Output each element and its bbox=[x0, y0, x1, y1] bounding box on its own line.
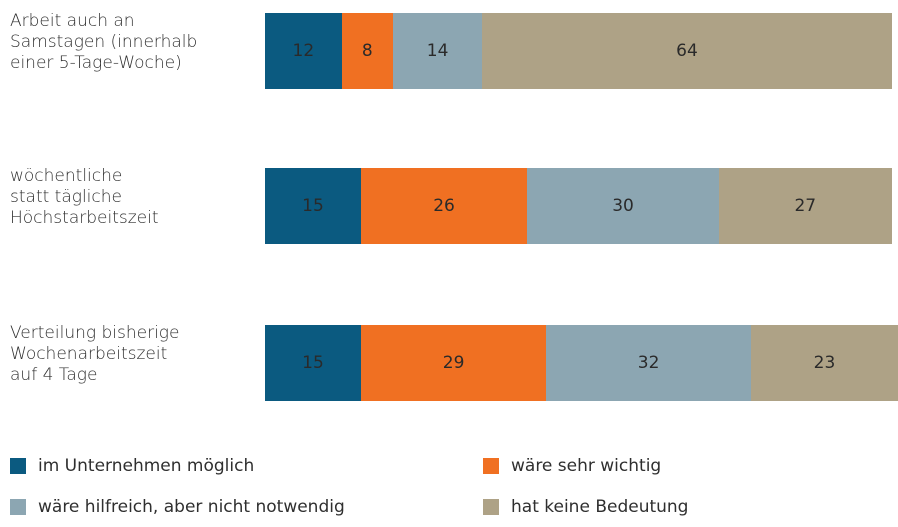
legend-swatch bbox=[483, 499, 499, 515]
category-label: wöchentliche statt tägliche Höchstarbeit… bbox=[10, 166, 159, 228]
bar-segment: 8 bbox=[341, 13, 393, 89]
value-label: 27 bbox=[794, 196, 817, 216]
value-label: 26 bbox=[433, 196, 455, 216]
bar-segment: 12 bbox=[265, 13, 342, 89]
bar-segment: 15 bbox=[265, 325, 361, 401]
legend-label: wäre hilfreich, aber nicht notwendig bbox=[38, 497, 345, 517]
value-label: 12 bbox=[292, 41, 315, 61]
bar-segment: 27 bbox=[718, 168, 892, 244]
value-label: 14 bbox=[426, 41, 449, 61]
legend-swatch bbox=[10, 499, 26, 515]
value-label: 30 bbox=[612, 196, 634, 216]
legend-swatch bbox=[10, 458, 26, 474]
value-label: 15 bbox=[302, 196, 324, 216]
value-label: 32 bbox=[637, 353, 660, 373]
bar-segment: 64 bbox=[482, 13, 892, 89]
legend-swatch bbox=[483, 458, 499, 474]
bar-segment: 32 bbox=[546, 325, 751, 401]
legend-label: im Unternehmen möglich bbox=[38, 456, 255, 476]
legend-label: wäre sehr wichtig bbox=[511, 456, 662, 476]
bar-segment: 23 bbox=[750, 325, 898, 401]
bar-segment: 15 bbox=[265, 168, 361, 244]
value-label: 29 bbox=[442, 353, 465, 373]
category-label: Verteilung bisherige Wochenarbeitszeit a… bbox=[10, 323, 180, 385]
bar-segment: 30 bbox=[527, 168, 719, 244]
value-label: 8 bbox=[361, 41, 373, 61]
bar-segment: 29 bbox=[360, 325, 547, 401]
bar-segment: 26 bbox=[360, 168, 528, 244]
value-label: 15 bbox=[302, 353, 324, 373]
category-label: Arbeit auch an Samstagen (innerhalb eine… bbox=[10, 11, 198, 73]
bar-segment: 14 bbox=[392, 13, 483, 89]
legend-label: hat keine Bedeutung bbox=[511, 497, 689, 517]
value-label: 23 bbox=[813, 353, 836, 373]
value-label: 64 bbox=[676, 41, 698, 61]
